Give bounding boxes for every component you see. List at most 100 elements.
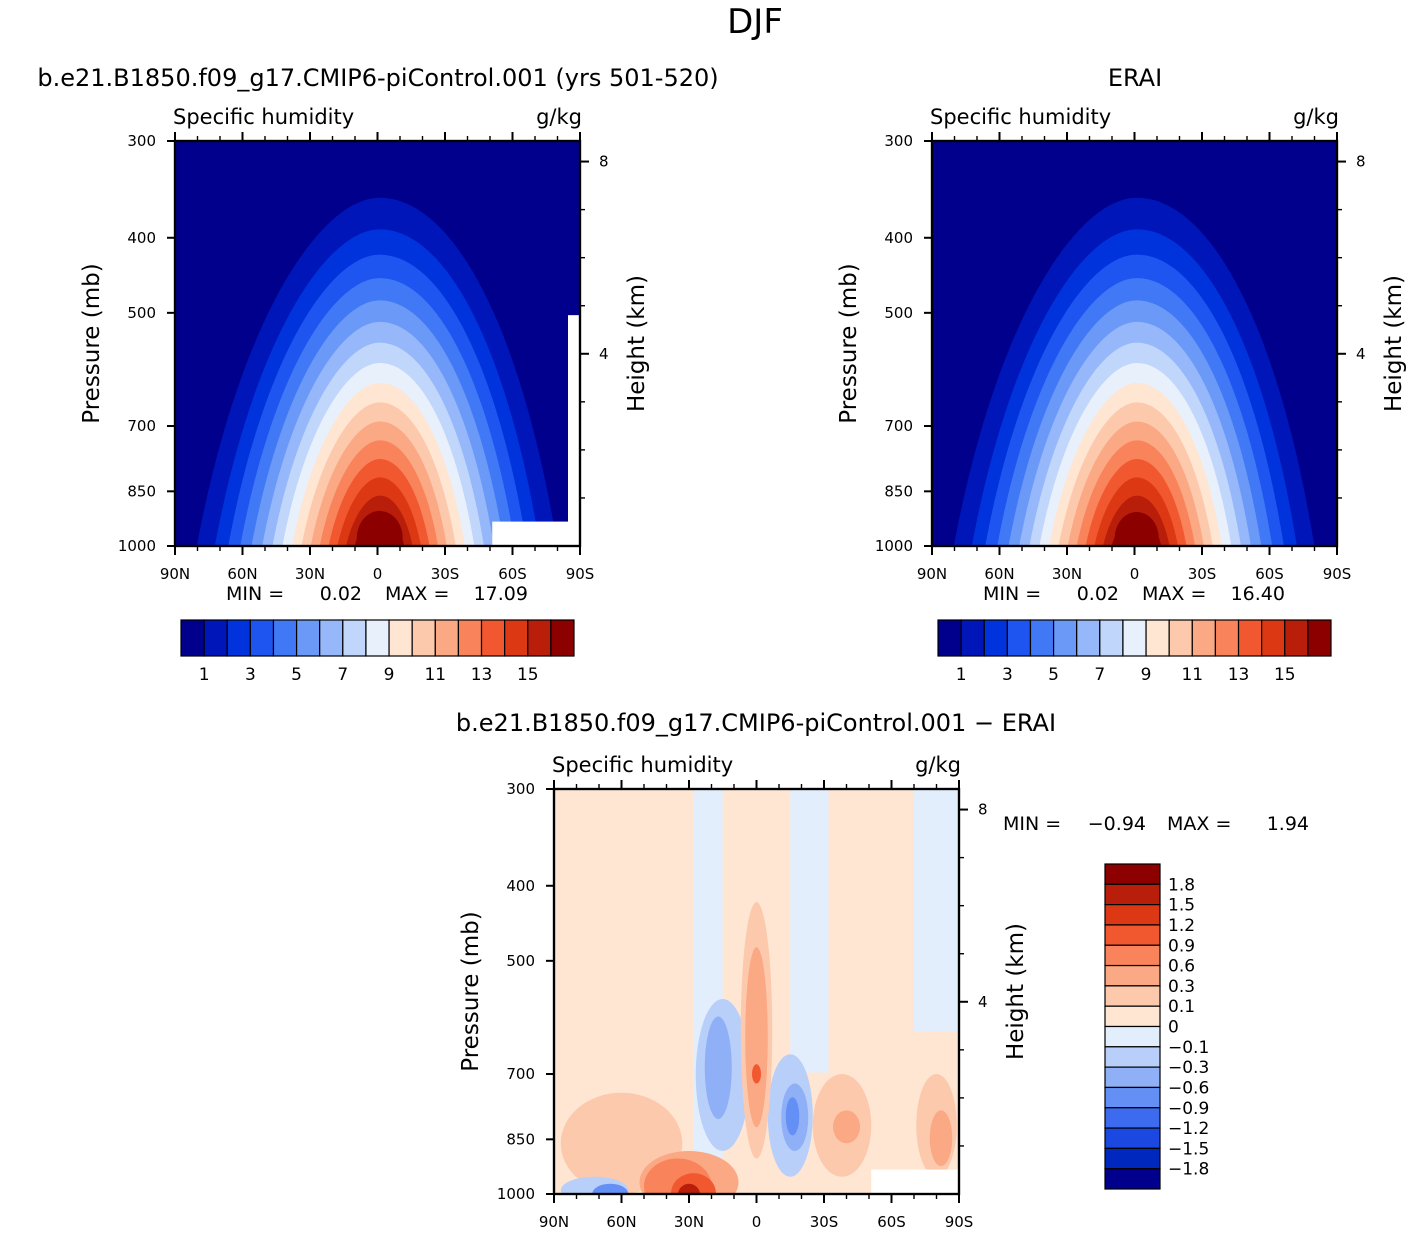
colorbar-box [550,619,575,657]
contour-band [790,789,829,1073]
colorbar-box [1168,619,1193,657]
x-tick-label: 0 [752,1213,762,1231]
contour-core [356,510,403,546]
y-tick-label: 300 [506,780,535,798]
colorbar-box [1006,619,1032,657]
panel-title: ERAI [1108,64,1162,92]
y-tick-label: 400 [506,877,535,895]
x-tick-label: 90S [566,565,595,583]
panel-difference: b.e21.B1850.f09_g17.CMIP6-piControl.001 … [456,709,1309,1231]
colorbar-label: 1 [956,665,967,685]
colorbar-label: 13 [471,665,493,685]
variable-label: Specific humidity [173,105,354,129]
colorbar-box [319,619,344,657]
colorbar-label: 5 [1048,665,1059,685]
colorbar-label: 3 [245,665,256,685]
colorbar-box [1052,619,1078,657]
y2-axis-label: Height (km) [1003,923,1029,1060]
y-tick-label: 700 [506,1065,535,1083]
colorbar-box [480,619,506,657]
panel-title: b.e21.B1850.f09_g17.CMIP6-piControl.001 … [456,709,1056,737]
y-axis-label: Pressure (mb) [79,263,105,423]
y-axis-label: Pressure (mb) [836,263,862,423]
missing-data-region [871,1169,959,1194]
colorbar-box [388,619,413,657]
colorbar-label: 15 [517,665,539,685]
contour-band [752,1064,761,1084]
colorbar-label: 0.6 [1168,957,1195,977]
contour-band [833,1110,860,1144]
colorbar-box [1104,904,1161,926]
stat-max-label: MAX = [385,583,449,605]
colorbar-box [1104,964,1161,987]
x-tick-label: 90N [539,1213,569,1231]
colorbar-box [1122,619,1147,657]
colorbar-label: 0.9 [1168,936,1195,956]
colorbar-label: 1.5 [1168,896,1195,916]
colorbar-box [295,619,321,657]
x-tick-label: 0 [373,565,383,583]
field-layer [173,139,582,548]
stat-max-value: 16.40 [1231,583,1285,605]
x-tick-label: 90S [1323,565,1352,583]
variable-label: Specific humidity [930,105,1111,129]
colorbar-box [1191,619,1217,657]
panel-erai: ERAI Specific humidity g/kg 90N 60N 30N 0 30S 60… [836,64,1407,685]
colorbar-box [1104,1086,1161,1109]
field-layer [930,139,1339,548]
stat-max-value: 17.09 [474,583,528,605]
x-tick-label: 30N [1052,565,1082,583]
x-tick-label: 60S [1255,565,1284,583]
stat-min-label: MIN = [983,583,1041,605]
y-tick-label: 1000 [875,537,913,555]
x-tick-label: 60S [498,565,527,583]
colorbar-label: 15 [1274,665,1296,685]
stat-max-value: 1.94 [1267,813,1309,835]
y2-tick-label: 4 [1356,345,1366,363]
colorbar-box [434,619,460,657]
colorbar-box [180,619,205,657]
colorbar-box [1284,619,1309,657]
colorbar-label: 1 [199,665,210,685]
colorbar-box [1104,1168,1161,1190]
stat-min-label: MIN = [226,583,284,605]
colorbar: 1.81.51.20.90.60.30.10−0.1−0.3−0.6−0.9−1… [1104,863,1209,1190]
stat-max-label: MAX = [1142,583,1206,605]
colorbar-box [1099,619,1124,657]
contour-band [785,1097,800,1136]
colorbar-box [457,619,483,657]
x-tick-label: 0 [1130,565,1140,583]
contour-core [1114,512,1159,546]
y2-tick-label: 4 [599,345,609,363]
units-label: g/kg [1293,105,1339,129]
y-tick-label: 850 [506,1130,535,1148]
contour-band [592,1183,629,1194]
contour-field [560,789,959,1194]
colorbar-box [983,619,1008,657]
colorbar-box [1307,619,1332,657]
y2-axis-label: Height (km) [1381,275,1407,412]
colorbar-label: −1.2 [1168,1119,1209,1139]
y-tick-label: 500 [884,304,913,322]
y2-axis-label: Height (km) [624,275,650,412]
y-tick-label: 1000 [497,1185,535,1203]
colorbar-box [1145,619,1170,657]
colorbar-label: 5 [291,665,302,685]
stat-min-value: 0.02 [320,583,362,605]
stat-min-value: −0.94 [1088,813,1146,835]
y-axis-label: Pressure (mb) [458,911,484,1071]
y-tick-label: 400 [127,229,156,247]
colorbar-box [1104,944,1161,967]
x-tick-label: 30N [674,1213,704,1231]
x-tick-label: 60S [877,1213,906,1231]
y-tick-label: 700 [884,417,913,435]
colorbar-box [1104,1147,1161,1170]
units-label: g/kg [915,753,961,777]
colorbar-label: 9 [384,665,395,685]
colorbar-box [1104,863,1161,885]
colorbar: 1 3 5 7 9 11 13 15 [180,619,575,685]
contour-band [914,789,959,1032]
y-tick-label: 300 [127,132,156,150]
colorbar-box [411,619,436,657]
y-tick-label: 400 [884,229,913,247]
